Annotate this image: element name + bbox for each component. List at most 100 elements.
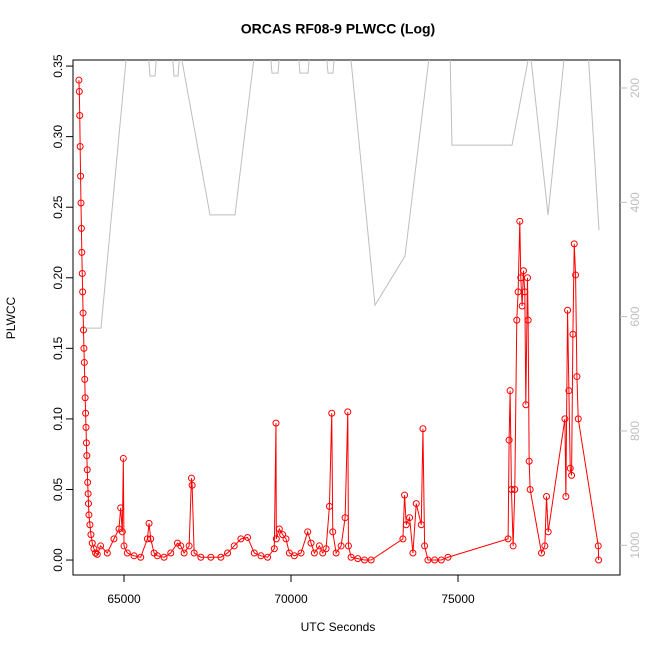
point (76, 111, 84, 119)
point (244, 533, 252, 541)
point (522, 401, 530, 409)
point (123, 549, 131, 557)
point (354, 555, 362, 563)
point (402, 521, 410, 529)
point (97, 542, 105, 550)
point (77, 224, 85, 232)
point (417, 521, 425, 529)
y-tick-label: 0.15 (51, 336, 65, 360)
point (76, 143, 84, 151)
point (118, 528, 126, 536)
point (541, 542, 549, 550)
point (75, 87, 83, 95)
point (79, 288, 87, 296)
point (83, 466, 91, 474)
point (566, 464, 574, 472)
point (525, 457, 533, 465)
point (85, 511, 93, 519)
point (524, 316, 532, 324)
chart-title: ORCAS RF08-9 PLWCC (Log) (241, 21, 435, 37)
point (544, 528, 552, 536)
point (84, 490, 92, 498)
point (81, 394, 89, 402)
point (297, 549, 305, 557)
point (190, 549, 198, 557)
point (117, 504, 125, 512)
point (257, 552, 265, 560)
point (84, 478, 92, 486)
point (322, 545, 330, 553)
point (110, 535, 118, 543)
point (412, 500, 420, 508)
point (180, 549, 188, 557)
x-tick-label: 75000 (441, 592, 475, 606)
point (75, 76, 83, 84)
point (185, 542, 193, 550)
point (517, 274, 525, 282)
point (573, 373, 581, 381)
point (572, 271, 580, 279)
point (207, 553, 215, 561)
point (77, 199, 85, 207)
point (264, 553, 272, 561)
point (275, 525, 283, 533)
point (143, 535, 151, 543)
point (147, 535, 155, 543)
y-tick-label: 0.35 (51, 54, 65, 78)
point (272, 419, 280, 427)
point (237, 535, 245, 543)
point (82, 439, 90, 447)
point (78, 248, 86, 256)
point (279, 531, 287, 539)
y-tick-label: 0.00 (51, 548, 65, 572)
point (367, 556, 375, 564)
point (444, 553, 452, 561)
point (282, 535, 290, 543)
y-tick-label: 0.30 (51, 125, 65, 149)
point (86, 521, 94, 529)
point (519, 267, 527, 275)
point (84, 500, 92, 508)
y-tick-label: 0.05 (51, 477, 65, 501)
y2-tick-label: 600 (628, 306, 642, 326)
point (79, 326, 87, 334)
y-tick-label: 0.10 (51, 407, 65, 431)
point (153, 552, 161, 560)
y2-tick-label: 200 (628, 78, 642, 98)
point (145, 519, 153, 527)
point (421, 542, 429, 550)
point (564, 306, 572, 314)
point (569, 330, 577, 338)
point (437, 556, 445, 564)
point (224, 549, 232, 557)
point (87, 531, 95, 539)
y-tick-label: 0.25 (51, 195, 65, 219)
point (526, 485, 534, 493)
point (79, 309, 87, 317)
point (81, 375, 89, 383)
point (565, 387, 573, 395)
point (538, 549, 546, 557)
series-line (78, 80, 600, 561)
point (187, 474, 195, 482)
point (523, 274, 531, 282)
point (315, 542, 323, 550)
point (177, 542, 185, 550)
point (92, 549, 100, 557)
point (347, 553, 355, 561)
y2-tick-label: 800 (628, 421, 642, 441)
x-tick-label: 70000 (274, 592, 308, 606)
point (561, 415, 569, 423)
point (332, 549, 340, 557)
point (103, 549, 111, 557)
x-tick-label: 65000 (107, 592, 141, 606)
point (562, 493, 570, 501)
point (506, 387, 514, 395)
point (230, 542, 238, 550)
point (360, 556, 368, 564)
y2-tick-label: 1000 (628, 532, 642, 559)
point (504, 535, 512, 543)
point (319, 549, 327, 557)
point (337, 542, 345, 550)
